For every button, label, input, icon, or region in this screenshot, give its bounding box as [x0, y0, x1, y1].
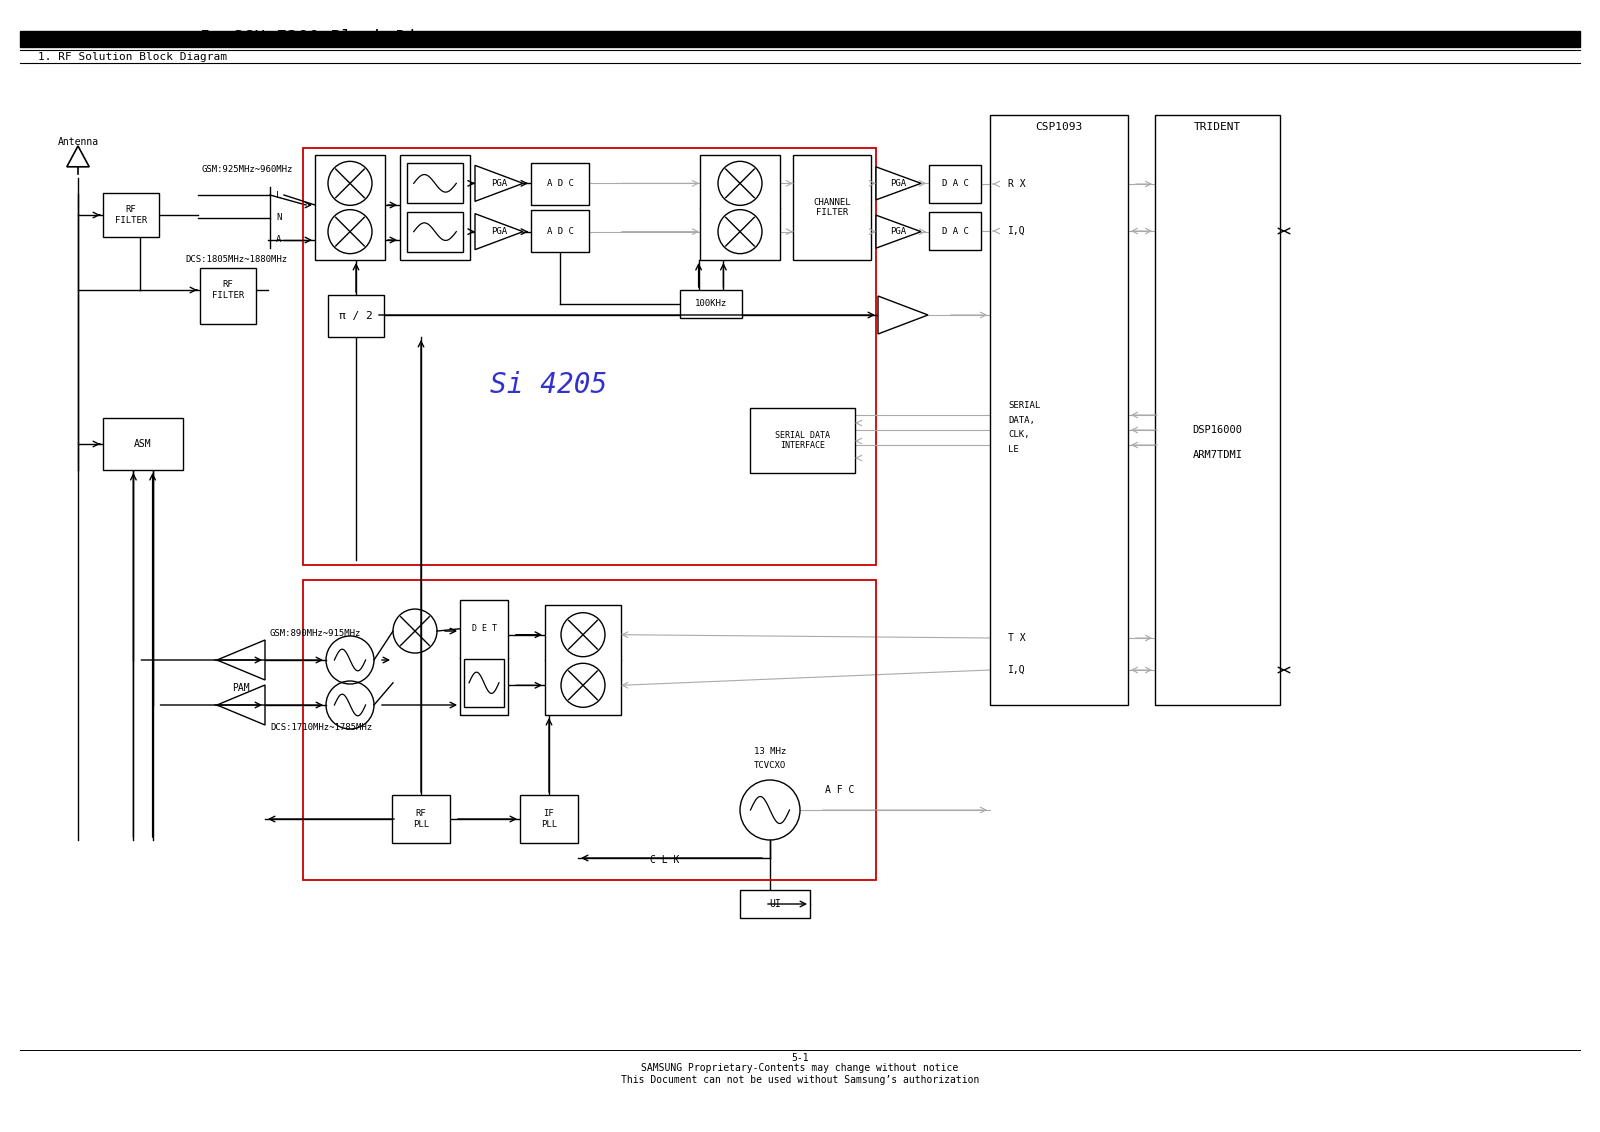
Text: ARM7TDMI: ARM7TDMI: [1192, 451, 1243, 460]
Bar: [19, 31, 1581, 48]
Text: L: L: [277, 190, 282, 199]
Text: This Document can not be used without Samsung’s authorization: This Document can not be used without Sa…: [621, 1075, 979, 1084]
Bar: [406, 212, 462, 251]
Text: PGA: PGA: [891, 228, 907, 237]
Text: GSM:890MHz~915MHz: GSM:890MHz~915MHz: [270, 628, 362, 637]
Text: ASM: ASM: [134, 439, 152, 449]
Bar: [750, 408, 854, 473]
Bar: [200, 268, 256, 324]
Text: I,Q: I,Q: [1008, 664, 1026, 675]
Text: 5. SGH-E300 Block Diagrams: 5. SGH-E300 Block Diagrams: [200, 29, 483, 48]
Bar: [102, 418, 182, 470]
Bar: [102, 192, 158, 237]
Bar: [400, 155, 470, 260]
Bar: [315, 155, 386, 260]
Text: LE: LE: [1008, 446, 1019, 455]
Text: T X: T X: [1008, 633, 1026, 643]
Text: Antenna: Antenna: [58, 137, 99, 147]
Text: R X: R X: [1008, 179, 1026, 189]
Bar: [546, 604, 621, 715]
Text: SERIAL DATA
INTERFACE: SERIAL DATA INTERFACE: [774, 431, 830, 451]
Text: RF
FILTER: RF FILTER: [115, 205, 147, 224]
Bar: [1155, 115, 1280, 705]
Text: D A C: D A C: [941, 180, 968, 189]
Text: A: A: [277, 235, 282, 245]
Bar: [302, 148, 877, 565]
Bar: [461, 600, 509, 715]
Bar: [531, 163, 589, 205]
Text: N: N: [277, 214, 282, 223]
Text: DCS:1805MHz~1880MHz: DCS:1805MHz~1880MHz: [186, 256, 286, 265]
Text: D E T: D E T: [472, 624, 496, 633]
Text: TRIDENT: TRIDENT: [1194, 122, 1242, 132]
Text: C L K: C L K: [650, 855, 680, 865]
Bar: [531, 211, 589, 252]
Polygon shape: [218, 685, 266, 724]
Text: DATA,: DATA,: [1008, 415, 1035, 424]
Text: CSP1093: CSP1093: [1035, 122, 1083, 132]
Text: SAMSUNG Proprietary-Contents may change without notice: SAMSUNG Proprietary-Contents may change …: [642, 1063, 958, 1073]
Bar: [990, 115, 1128, 705]
Text: D A C: D A C: [941, 226, 968, 235]
Text: A F C: A F C: [826, 784, 854, 795]
Text: 1. RF Solution Block Diagram: 1. RF Solution Block Diagram: [38, 52, 227, 62]
Text: PAM: PAM: [232, 683, 250, 693]
Polygon shape: [877, 215, 922, 248]
Text: CLK,: CLK,: [1008, 430, 1029, 439]
Bar: [930, 212, 981, 250]
Text: RF
PLL: RF PLL: [413, 809, 429, 829]
Text: IF
PLL: IF PLL: [541, 809, 557, 829]
Text: PGA: PGA: [491, 179, 507, 188]
Polygon shape: [67, 146, 90, 166]
Text: I,Q: I,Q: [1008, 226, 1026, 235]
Text: SERIAL: SERIAL: [1008, 401, 1040, 410]
Bar: [328, 295, 384, 337]
Bar: [701, 155, 781, 260]
Text: π / 2: π / 2: [339, 311, 373, 321]
Text: DSP16000: DSP16000: [1192, 424, 1243, 435]
Bar: [302, 580, 877, 880]
Text: 13 MHz: 13 MHz: [754, 747, 786, 756]
Text: 5-1: 5-1: [790, 1053, 810, 1063]
Text: UI: UI: [770, 899, 781, 909]
Text: RF
FILTER: RF FILTER: [211, 281, 245, 300]
Text: PGA: PGA: [891, 179, 907, 188]
Text: GSM:925MHz~960MHz: GSM:925MHz~960MHz: [202, 165, 293, 174]
Text: A D C: A D C: [547, 180, 573, 189]
Text: Si 4205: Si 4205: [490, 371, 608, 398]
Bar: [392, 795, 450, 843]
Text: PGA: PGA: [491, 228, 507, 237]
Bar: [464, 659, 504, 708]
Bar: [739, 890, 810, 918]
Polygon shape: [475, 214, 523, 250]
Polygon shape: [878, 295, 928, 334]
Bar: [930, 165, 981, 203]
Text: CHANNEL
FILTER: CHANNEL FILTER: [813, 198, 851, 217]
Bar: [520, 795, 578, 843]
Polygon shape: [475, 165, 523, 201]
Bar: [680, 290, 742, 318]
Text: DCS:1710MHz~1785MHz: DCS:1710MHz~1785MHz: [270, 722, 373, 731]
Polygon shape: [877, 166, 922, 200]
Bar: [406, 163, 462, 204]
Bar: [794, 155, 870, 260]
Text: TCVCXO: TCVCXO: [754, 762, 786, 771]
Text: A D C: A D C: [547, 226, 573, 235]
Text: 100KHz: 100KHz: [694, 300, 726, 309]
Polygon shape: [218, 640, 266, 680]
